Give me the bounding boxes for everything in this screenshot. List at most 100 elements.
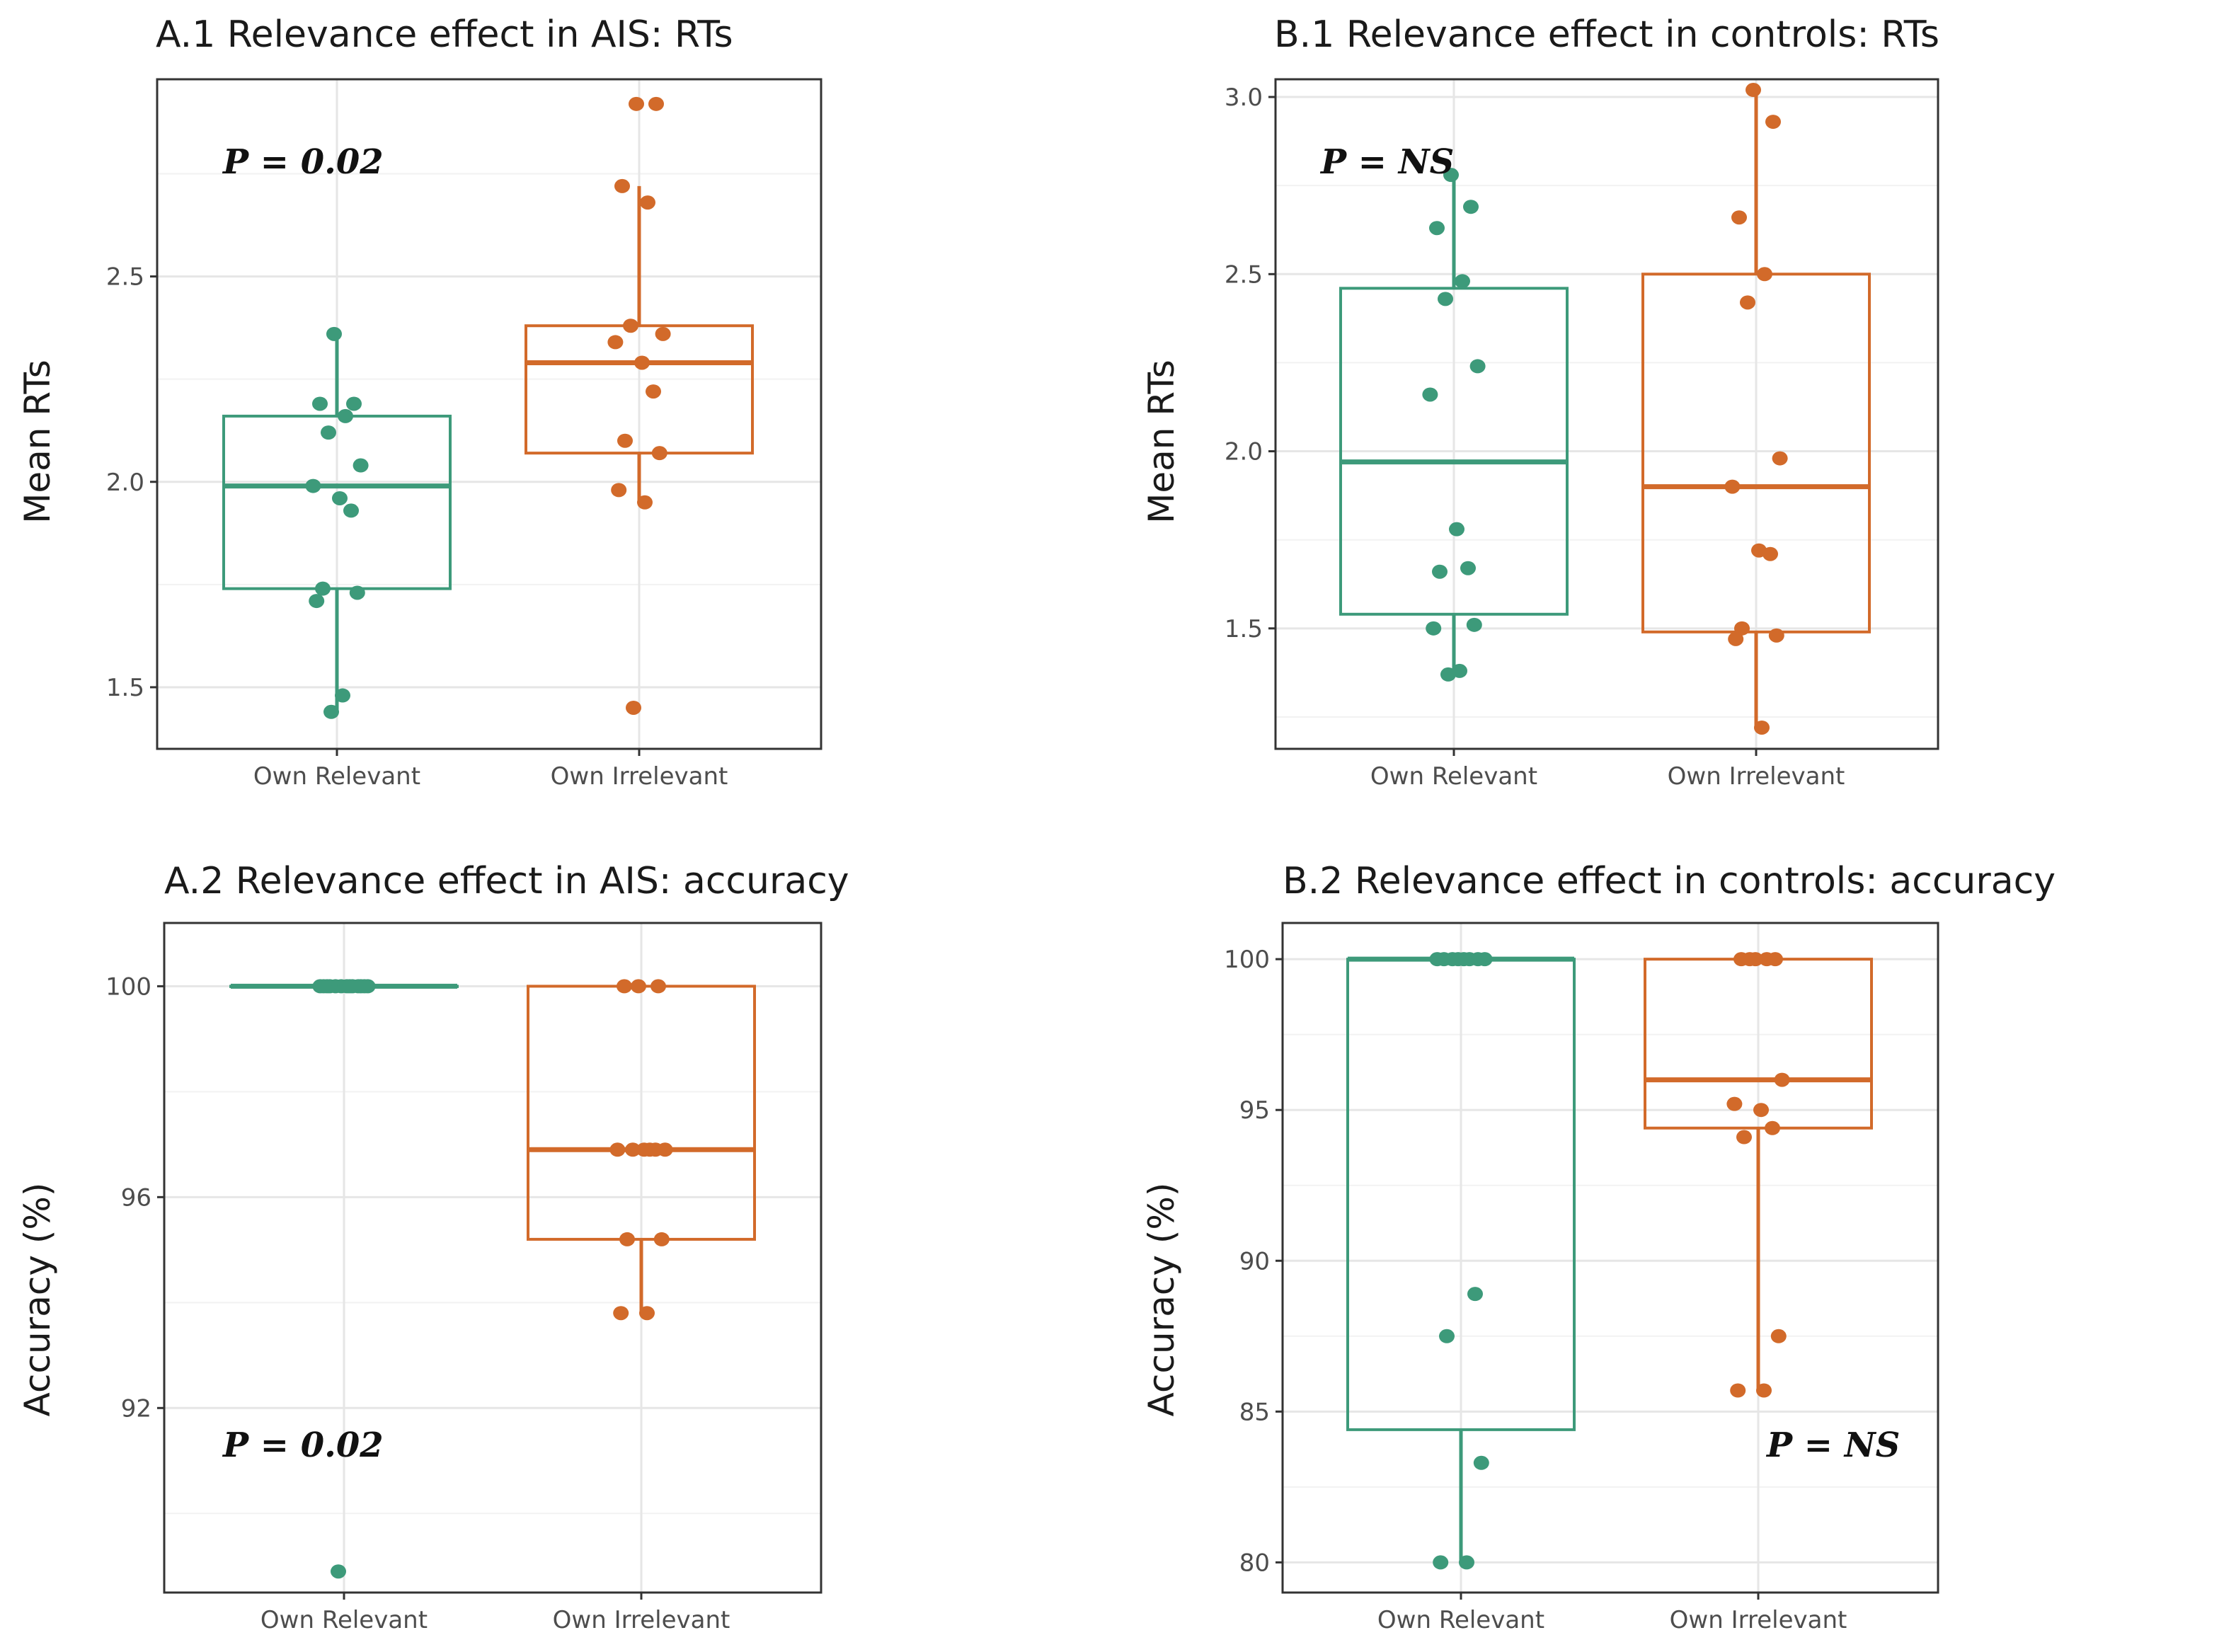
panel-b1-irrelevant-point	[1757, 267, 1772, 282]
panel-b2-irrelevant-point	[1736, 1130, 1752, 1145]
panel-a1-relevant-point	[309, 594, 325, 609]
panel-a1-background	[157, 79, 821, 749]
panel-a1-y-axis-label: Mean RTs	[17, 360, 58, 524]
panel-a2-y-tick-label: 92	[121, 1394, 151, 1423]
panel-a1-relevant-boxplot	[222, 326, 452, 719]
panel-b2-y-tick-label: 90	[1239, 1247, 1270, 1275]
panel-b2-irrelevant-point	[1774, 1072, 1790, 1087]
panel-a1-y-tick-label: 2.5	[106, 263, 144, 292]
panel-b1-irrelevant-point	[1724, 479, 1741, 494]
panel-a2-relevant-point	[316, 979, 332, 994]
panel-b2-plot-area: 80 85 90 95 100	[1224, 922, 1939, 1600]
panel-a1-y-tick-label: 2.0	[106, 469, 144, 497]
panel-b1-irrelevant-point	[1734, 621, 1750, 636]
panel-b1-y-axis-label: Mean RTs	[1141, 360, 1182, 524]
panel-b1-y-tick-label: 1.5	[1225, 615, 1263, 643]
panel-a1-frame	[156, 78, 822, 750]
panel-b1-relevant-point	[1460, 561, 1476, 575]
panel-a1-relevant-point	[332, 491, 348, 505]
panel-b1-irrelevant-point	[1740, 295, 1755, 310]
panel-b2-relevant-boxplot	[1346, 952, 1576, 1570]
panel-a1-relevant-box	[222, 414, 452, 590]
panel-b1-relevant-point	[1438, 292, 1453, 306]
panel-b1-relevant-point	[1449, 522, 1464, 537]
panel-b1-irrelevant-box	[1641, 273, 1871, 633]
panel-b2-irrelevant-point	[1759, 952, 1775, 967]
panel-b2-relevant-point	[1459, 1555, 1474, 1570]
panel-b1-relevant-point	[1440, 667, 1456, 682]
panel-a2-irrelevant-point	[617, 979, 632, 994]
panel-b1-relevant-point	[1466, 617, 1482, 632]
panel-b2-x-tick-label-irrelevant: Own Irrelevant	[1670, 1606, 1847, 1634]
panel-a1-irrelevant-point	[607, 335, 624, 350]
panel-b1-x-tick-label-irrelevant: Own Irrelevant	[1668, 762, 1845, 791]
panel-b1-relevant-point	[1455, 274, 1470, 289]
panel-a1-x-tick-label-relevant: Own Relevant	[253, 762, 420, 791]
panel-a2-relevant-point	[342, 979, 357, 994]
panel-a2-irrelevant-point	[631, 979, 646, 994]
panel-b1-background	[1276, 79, 1938, 749]
panel-a2-y-axis-label: Accuracy (%)	[17, 1183, 58, 1417]
panel-b1-irrelevant-point	[1754, 720, 1770, 735]
panel-a2-p-value: P = 0.02	[222, 1426, 384, 1465]
panel-b1-irrelevant-point	[1762, 546, 1778, 561]
panel-a2-irrelevant-point	[639, 1306, 655, 1321]
panel-b1-relevant-point	[1443, 168, 1459, 183]
panel-a1-relevant-point	[305, 478, 321, 493]
panel-b1-y-tick-label: 3.0	[1225, 84, 1263, 112]
panel-a2-irrelevant-point	[619, 1232, 635, 1246]
panel-b1-relevant-boxplot	[1339, 168, 1569, 682]
panel-b1-irrelevant-point	[1731, 210, 1747, 225]
panel-b2-irrelevant-point	[1770, 1329, 1787, 1343]
panel-a1-relevant-point	[352, 458, 369, 473]
panel-b1-title: B.1 Relevance effect in controls: RTs	[1274, 13, 1939, 56]
panel-a2-x-tick-label-irrelevant: Own Irrelevant	[553, 1606, 730, 1634]
panel-a1-relevant-point	[346, 396, 362, 411]
panel-a1-irrelevant-point	[648, 96, 664, 111]
panel-b2-irrelevant-point	[1756, 1383, 1772, 1398]
panel-a2-irrelevant-point	[650, 979, 666, 994]
panel-b2-y-tick-label: 95	[1239, 1096, 1270, 1125]
panel-a1-relevant-point	[312, 396, 328, 411]
panel-b1-relevant-point	[1429, 221, 1445, 236]
panel-a1-relevant-point	[338, 408, 353, 423]
panel-b2-relevant-point	[1433, 1555, 1449, 1570]
panel-a1-irrelevant-point	[651, 446, 667, 461]
panel-b1-relevant-box	[1339, 287, 1569, 616]
panel-a1-x-tick-labels: Own Relevant Own Irrelevant	[253, 762, 728, 791]
panel-b1-p-value: P = NS	[1319, 142, 1454, 182]
panel-b2-frame	[1281, 922, 1939, 1594]
panel-a2-irrelevant-boxplot	[527, 979, 756, 1321]
panel-a2-irrelevant-point	[609, 1142, 626, 1157]
panel-b1-irrelevant-point	[1765, 115, 1781, 130]
panel-a1-relevant-point	[349, 585, 365, 600]
panel-b1-relevant-point	[1469, 359, 1486, 374]
panel-b2-relevant-point	[1473, 1455, 1489, 1470]
panel-b2-x-tick-labels: Own Relevant Own Irrelevant	[1377, 1606, 1847, 1634]
panel-a1-irrelevant-point	[617, 433, 633, 448]
panel-b2-relevant-point	[1439, 1329, 1455, 1343]
panel-a1-relevant-point	[335, 688, 350, 703]
panel-a1-irrelevant-point	[646, 384, 661, 399]
panel-a1-irrelevant-point	[629, 96, 644, 111]
panel-b2-p-value: P = NS	[1765, 1426, 1900, 1465]
panel-a1-plot-area: 1.5 2.0 2.5	[106, 78, 822, 756]
panel-a1-irrelevant-boxplot	[525, 96, 754, 715]
panel-a2-title: A.2 Relevance effect in AIS: accuracy	[164, 860, 849, 902]
panel-a2-relevant-boxplot	[229, 979, 459, 1579]
panel-b2-irrelevant-point	[1730, 1383, 1746, 1398]
panel-a2-relevant-point	[331, 1564, 346, 1579]
panel-a2-x-tick-label-relevant: Own Relevant	[260, 1606, 428, 1634]
panel-b2-y-tick-label: 85	[1239, 1398, 1270, 1426]
panel-b2: B.2 Relevance effect in controls: accura…	[1141, 860, 2056, 1634]
panel-a2-irrelevant-point	[613, 1306, 629, 1321]
panel-b1-frame	[1274, 78, 1939, 750]
panel-b2-irrelevant-point	[1726, 1096, 1743, 1111]
panel-b2-irrelevant-point	[1765, 1120, 1780, 1135]
panel-b1-relevant-point	[1422, 387, 1438, 402]
panel-a1-irrelevant-point	[623, 319, 638, 333]
panel-a1-x-tick-label-irrelevant: Own Irrelevant	[551, 762, 728, 791]
panel-b2-irrelevant-boxplot	[1644, 952, 1873, 1398]
panel-b2-relevant-point	[1445, 952, 1460, 967]
